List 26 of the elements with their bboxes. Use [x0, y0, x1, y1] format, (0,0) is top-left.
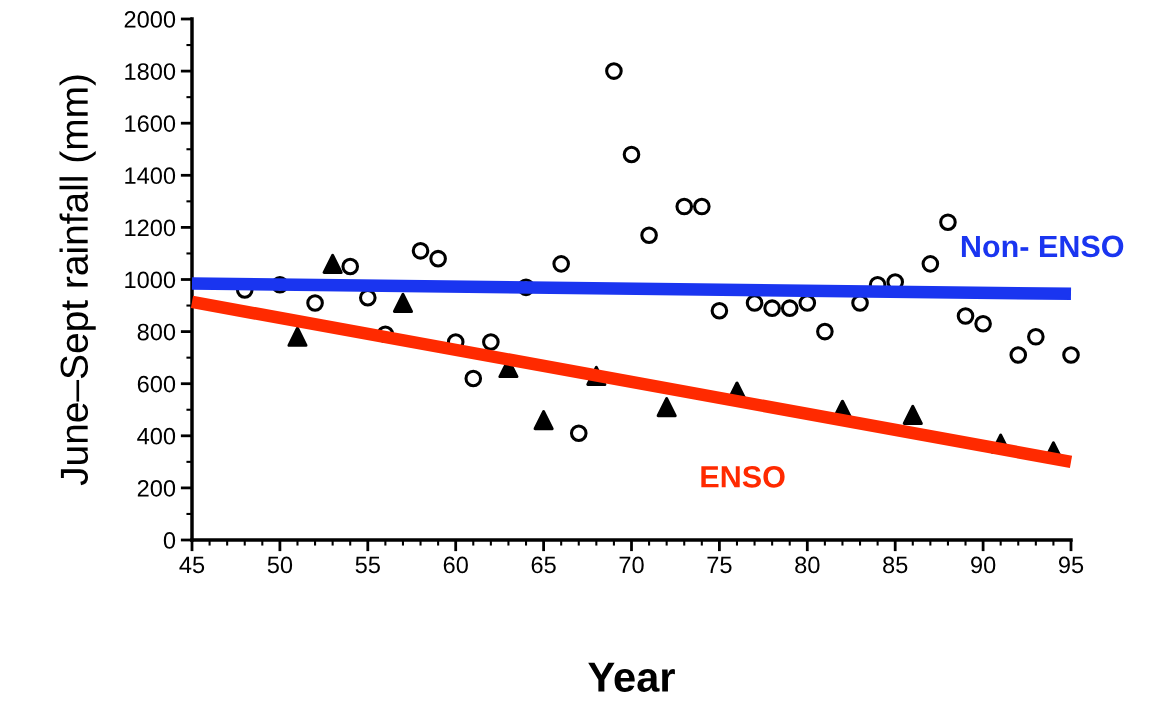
y-tick-label: 2000: [124, 11, 176, 28]
y-tick-label: 0: [163, 532, 176, 549]
y-tick-label: 800: [137, 323, 176, 341]
x-tick-label: 85: [883, 556, 908, 574]
x-axis-title: Year: [588, 662, 675, 692]
x-tick-label: 65: [531, 556, 556, 574]
x-tick-label: 70: [619, 556, 644, 574]
x-tick-label: 80: [795, 556, 820, 574]
x-tick-label: 75: [707, 556, 732, 574]
x-tick-label: 95: [1058, 556, 1084, 574]
y-tick-label: 600: [137, 375, 176, 393]
y-tick-label: 1800: [125, 63, 176, 80]
series-label: Non- ENSO: [961, 235, 1124, 258]
y-tick-label: 200: [137, 479, 176, 497]
y-tick-label: 1200: [125, 219, 176, 237]
y-tick-label: 400: [137, 427, 176, 445]
series-label: ENSO: [701, 466, 785, 488]
y-tick-label: 1600: [125, 115, 176, 132]
x-tick-label: 60: [443, 556, 468, 574]
x-tick-label: 90: [971, 556, 996, 574]
y-tick-label: 1400: [125, 167, 176, 185]
x-tick-label: 55: [355, 556, 380, 574]
y-tick-label: 1000: [125, 271, 176, 289]
y-axis-title: June–Sept rainfall (mm): [59, 75, 96, 486]
x-tick-label: 45: [179, 556, 205, 574]
x-tick-label: 50: [267, 556, 293, 574]
